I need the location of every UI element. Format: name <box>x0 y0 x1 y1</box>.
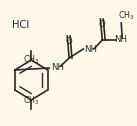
Text: CH$_3$: CH$_3$ <box>23 53 39 66</box>
Text: CH$_3$: CH$_3$ <box>23 94 39 107</box>
Text: HCl: HCl <box>12 20 29 30</box>
Text: NH: NH <box>51 62 64 71</box>
Text: O: O <box>65 37 72 46</box>
Text: CH$_3$: CH$_3$ <box>118 9 135 22</box>
Text: O: O <box>99 20 105 29</box>
Text: NH: NH <box>84 45 97 55</box>
Text: NH: NH <box>115 36 128 44</box>
